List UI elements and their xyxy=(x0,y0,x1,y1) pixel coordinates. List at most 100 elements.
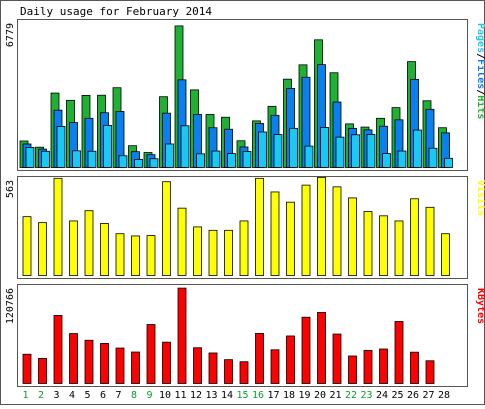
bar-kbytes-day-16 xyxy=(255,333,264,384)
bar-kbytes-day-19 xyxy=(301,316,311,384)
bar-visits-day-7 xyxy=(115,233,125,276)
bar-visits-day-20 xyxy=(317,177,326,276)
bar-kbytes-day-23 xyxy=(363,350,373,384)
bar-visits-day-23 xyxy=(363,211,373,276)
bar-visits-day-19 xyxy=(301,184,311,276)
x-tick-label: 10 xyxy=(159,390,171,401)
bar-kbytes-day-22 xyxy=(348,355,357,384)
bar-kbytes-day-15 xyxy=(239,361,249,384)
x-tick-label: 25 xyxy=(391,390,403,401)
bar-kbytes-day-8 xyxy=(131,351,140,384)
bar-kbytes-day-4 xyxy=(69,333,78,384)
bar-pages-day-18 xyxy=(289,127,298,168)
x-tick-label: 3 xyxy=(53,390,59,401)
bar-pages-day-28 xyxy=(444,157,453,168)
bar-visits-day-26 xyxy=(410,198,419,276)
bar-visits-day-8 xyxy=(131,235,140,276)
y-max-label: 563 xyxy=(5,180,16,198)
kbytes-panel: 120766 KBytes xyxy=(5,284,485,387)
legend-separator: / xyxy=(475,89,485,95)
bar-kbytes-day-2 xyxy=(38,357,47,384)
legend-entry-files: Files xyxy=(475,59,485,89)
bar-kbytes-day-12 xyxy=(193,347,202,384)
x-tick-label: 13 xyxy=(205,390,217,401)
bar-visits-day-13 xyxy=(208,229,218,276)
bar-visits-day-10 xyxy=(162,181,171,276)
bar-pages-day-27 xyxy=(428,147,438,168)
bar-kbytes-day-7 xyxy=(115,347,125,384)
x-tick-label: 8 xyxy=(131,390,137,401)
bar-kbytes-day-11 xyxy=(177,287,187,384)
legend-separator: / xyxy=(475,53,485,59)
x-tick-label: 15 xyxy=(236,390,248,401)
bar-kbytes-day-3 xyxy=(53,315,63,384)
bar-pages-day-12 xyxy=(196,153,205,168)
bar-kbytes-day-10 xyxy=(162,341,171,384)
bar-kbytes-day-27 xyxy=(425,360,435,384)
bar-pages-day-13 xyxy=(211,150,221,168)
bar-pages-day-2 xyxy=(41,150,50,168)
x-tick-label: 16 xyxy=(252,390,264,401)
bar-visits-day-21 xyxy=(332,186,342,276)
bar-pages-day-3 xyxy=(56,126,66,168)
bar-pages-day-21 xyxy=(335,136,345,168)
bar-kbytes-day-9 xyxy=(146,324,156,384)
x-tick-label: 6 xyxy=(100,390,106,401)
x-tick-label: 2 xyxy=(38,390,44,401)
bar-pages-day-24 xyxy=(382,153,391,168)
bar-visits-day-6 xyxy=(100,223,109,276)
bar-kbytes-day-20 xyxy=(317,312,326,384)
bar-kbytes-day-25 xyxy=(394,321,404,384)
x-tick-label: 23 xyxy=(360,390,372,401)
x-tick-label: 26 xyxy=(407,390,419,401)
bar-visits-day-17 xyxy=(270,191,280,276)
y-max-label: 6779 xyxy=(5,23,16,47)
bar-kbytes-day-17 xyxy=(270,349,280,384)
bar-pages-day-23 xyxy=(366,134,376,168)
bar-visits-day-12 xyxy=(193,226,202,276)
bar-kbytes-day-21 xyxy=(332,333,342,384)
bar-kbytes-day-18 xyxy=(286,335,295,384)
x-tick-label: 14 xyxy=(221,390,233,401)
legend-entry-hits: Hits xyxy=(475,95,485,119)
bar-kbytes-day-13 xyxy=(208,352,218,384)
bar-visits-day-3 xyxy=(53,177,63,276)
bar-visits-day-5 xyxy=(84,210,94,276)
bar-kbytes-day-24 xyxy=(379,348,388,384)
x-tick-label: 17 xyxy=(267,390,279,401)
bars xyxy=(22,177,450,276)
bar-kbytes-day-26 xyxy=(410,351,419,384)
bar-pages-day-16 xyxy=(258,131,267,168)
hits-files-pages-panel: 6779 Pages/Files/Hits xyxy=(5,19,485,171)
bar-pages-day-7 xyxy=(118,155,128,168)
bar-kbytes-day-14 xyxy=(224,359,233,384)
y-max-label: 120766 xyxy=(5,288,16,324)
bar-pages-day-6 xyxy=(103,124,112,168)
legend: Pages/Files/Hits xyxy=(475,23,485,119)
x-tick-label: 24 xyxy=(376,390,388,401)
x-tick-label: 22 xyxy=(345,390,357,401)
legend-entry-visits: Visits xyxy=(475,180,485,216)
x-tick-label: 28 xyxy=(438,390,450,401)
bar-pages-day-25 xyxy=(397,150,407,168)
x-tick-label: 18 xyxy=(283,390,295,401)
bar-pages-day-5 xyxy=(87,150,97,168)
bar-visits-day-1 xyxy=(22,216,32,276)
bar-visits-day-22 xyxy=(348,197,357,276)
x-tick-label: 12 xyxy=(190,390,202,401)
bar-pages-day-17 xyxy=(273,134,283,168)
chart-panels: 6779 Pages/Files/Hits 563 Visits 120766 KByte… xyxy=(5,19,485,387)
x-tick-label: 1 xyxy=(22,390,28,401)
bar-pages-day-19 xyxy=(304,145,314,168)
bar-visits-day-18 xyxy=(286,201,295,276)
bars xyxy=(22,287,435,384)
legend: KBytes xyxy=(475,288,485,324)
legend-entry-kbytes: KBytes xyxy=(475,288,485,324)
bar-visits-day-4 xyxy=(69,220,78,276)
bar-visits-day-27 xyxy=(425,206,435,276)
bar-visits-day-28 xyxy=(441,233,450,276)
bar-pages-day-9 xyxy=(149,158,159,168)
bar-kbytes-day-6 xyxy=(100,343,109,384)
